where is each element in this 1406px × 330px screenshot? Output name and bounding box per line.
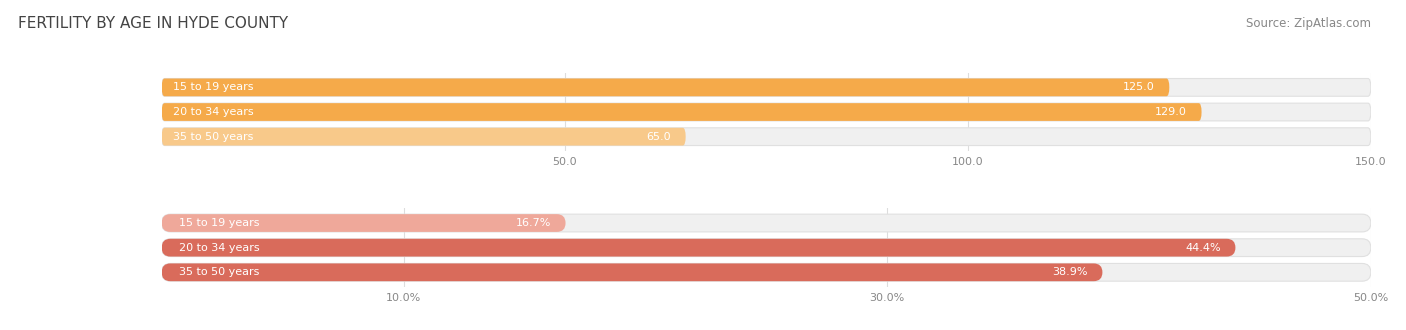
FancyBboxPatch shape [162, 263, 1102, 281]
Text: 16.7%: 16.7% [516, 218, 551, 228]
Text: 44.4%: 44.4% [1185, 243, 1220, 253]
Text: Source: ZipAtlas.com: Source: ZipAtlas.com [1246, 16, 1371, 29]
Text: 129.0: 129.0 [1156, 107, 1187, 117]
FancyBboxPatch shape [162, 239, 1236, 256]
Text: 125.0: 125.0 [1123, 82, 1154, 92]
Text: 15 to 19 years: 15 to 19 years [179, 218, 259, 228]
Text: 38.9%: 38.9% [1053, 267, 1088, 277]
FancyBboxPatch shape [162, 128, 1371, 146]
FancyBboxPatch shape [162, 263, 1371, 281]
Text: 15 to 19 years: 15 to 19 years [173, 82, 253, 92]
FancyBboxPatch shape [162, 239, 1371, 256]
Text: 20 to 34 years: 20 to 34 years [179, 243, 260, 253]
Text: 35 to 50 years: 35 to 50 years [179, 267, 259, 277]
Text: 35 to 50 years: 35 to 50 years [173, 132, 253, 142]
FancyBboxPatch shape [162, 214, 565, 232]
Text: FERTILITY BY AGE IN HYDE COUNTY: FERTILITY BY AGE IN HYDE COUNTY [18, 16, 288, 31]
Text: 65.0: 65.0 [647, 132, 671, 142]
FancyBboxPatch shape [162, 79, 1371, 96]
Text: 20 to 34 years: 20 to 34 years [173, 107, 253, 117]
FancyBboxPatch shape [162, 79, 1170, 96]
FancyBboxPatch shape [162, 103, 1371, 121]
FancyBboxPatch shape [162, 128, 686, 146]
FancyBboxPatch shape [162, 214, 1371, 232]
FancyBboxPatch shape [162, 103, 1202, 121]
